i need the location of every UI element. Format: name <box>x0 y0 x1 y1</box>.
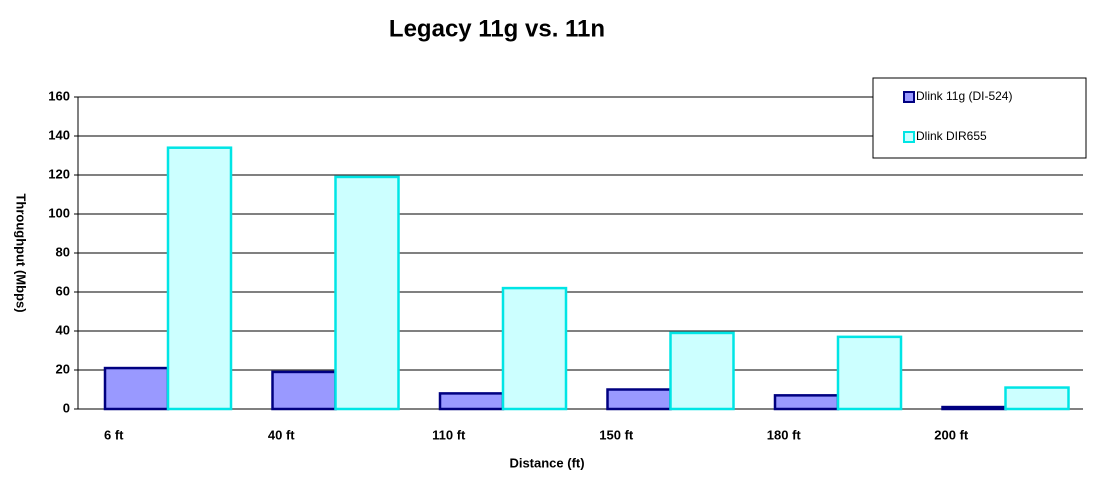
y-axis-label: Throughput (Mbps) <box>14 193 29 312</box>
x-axis-label: Distance (ft) <box>509 455 584 470</box>
x-tick-label: 150 ft <box>599 427 634 442</box>
legend-box <box>872 77 1087 159</box>
bar <box>334 175 400 411</box>
bar <box>103 366 170 411</box>
legend-label: Dlink DIR655 <box>916 129 987 143</box>
bar <box>669 331 735 411</box>
y-tick-label: 60 <box>56 283 70 298</box>
bar <box>271 370 337 411</box>
chart-title: Legacy 11g vs. 11n <box>389 15 605 42</box>
bar <box>773 394 840 411</box>
legend-swatch <box>903 131 915 143</box>
legend-swatch <box>903 91 915 103</box>
x-tick-label: 6 ft <box>104 427 124 442</box>
bar <box>836 335 903 411</box>
y-tick-label: 140 <box>48 127 70 142</box>
x-tick-label: 180 ft <box>767 427 802 442</box>
bar <box>501 286 568 411</box>
x-tick-label: 200 ft <box>934 427 969 442</box>
bar <box>438 392 505 411</box>
bar <box>941 405 1007 411</box>
y-tick-label: 160 <box>48 88 70 103</box>
bar <box>166 146 233 411</box>
y-tick-label: 40 <box>56 322 70 337</box>
y-tick-label: 100 <box>48 205 70 220</box>
legend-label: Dlink 11g (DI-524) <box>916 89 1012 103</box>
bar <box>1004 386 1070 411</box>
y-tick-label: 20 <box>56 361 70 376</box>
x-tick-label: 40 ft <box>268 427 295 442</box>
bar <box>606 388 672 411</box>
x-tick-label: 110 ft <box>432 427 466 442</box>
y-tick-label: 80 <box>56 244 70 259</box>
y-tick-label: 0 <box>63 400 70 415</box>
y-tick-label: 120 <box>48 166 70 181</box>
